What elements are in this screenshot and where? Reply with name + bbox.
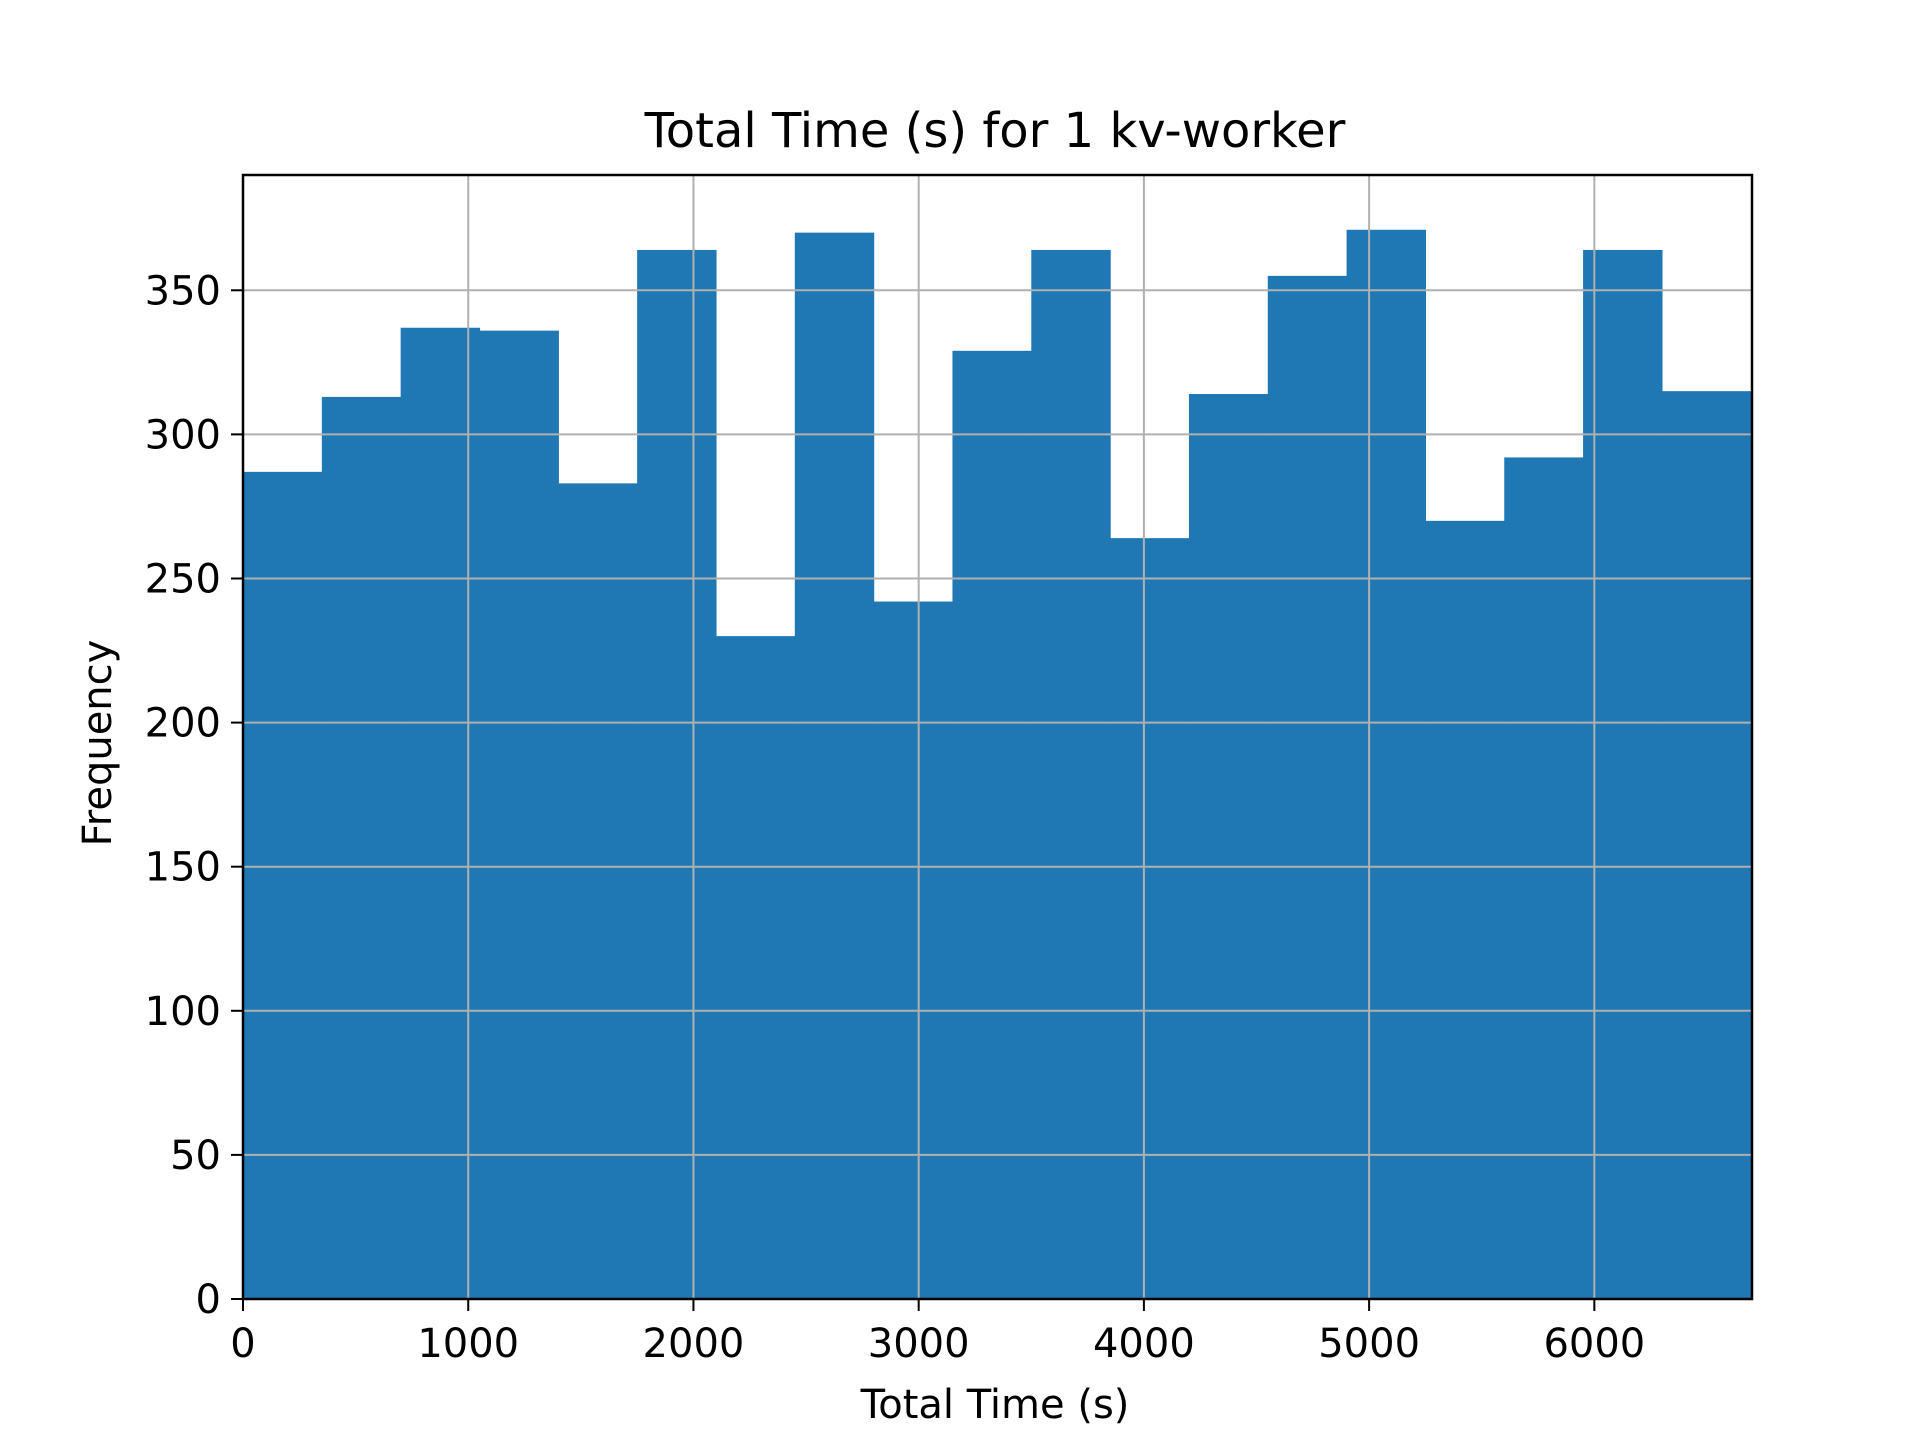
y-tick-label-0: 0	[196, 1277, 221, 1323]
y-axis-label: Frequency	[75, 640, 121, 847]
histogram-bar-6	[715, 636, 796, 1299]
ticks-layer: 0 1000 2000 3000 4000 5000 6000 0 50 100 150 200 250…	[145, 268, 1646, 1367]
histogram-bar-11	[1110, 538, 1190, 1299]
histogram-bar-10	[1031, 249, 1111, 1299]
y-tick-label-1: 50	[170, 1133, 221, 1179]
x-tick-label-0: 0	[230, 1321, 255, 1367]
histogram-bar-1	[321, 396, 402, 1299]
x-tick-label-5: 5000	[1318, 1321, 1420, 1367]
x-tick-label-4: 4000	[1093, 1321, 1195, 1367]
y-tick-label-5: 250	[145, 556, 221, 602]
histogram-bar-0	[243, 471, 323, 1299]
y-tick-label-7: 350	[145, 268, 221, 314]
histogram-bar-13	[1267, 275, 1348, 1299]
x-tick-label-6: 6000	[1543, 1321, 1645, 1367]
histogram-bar-17	[1583, 249, 1663, 1299]
y-tick-label-2: 100	[145, 989, 221, 1035]
histogram-bar-7	[794, 232, 875, 1300]
histogram-bar-14	[1346, 229, 1427, 1299]
histogram-bar-9	[952, 350, 1032, 1299]
x-axis-label: Total Time (s)	[860, 1382, 1130, 1428]
y-tick-label-4: 200	[145, 701, 221, 747]
bars-layer	[243, 229, 1753, 1300]
plot-frame	[241, 173, 1754, 1301]
histogram-bar-3	[479, 330, 559, 1300]
x-tick-label-1: 1000	[417, 1321, 519, 1367]
histogram-bar-16	[1504, 457, 1584, 1299]
x-tick-label-2: 2000	[643, 1321, 745, 1367]
chart-title: Total Time (s) for 1 kv-worker	[644, 103, 1346, 159]
histogram-bar-4	[558, 483, 638, 1299]
histogram-bar-2	[400, 327, 481, 1299]
y-tick-label-3: 150	[145, 845, 221, 891]
x-tick-label-3: 3000	[868, 1321, 970, 1367]
histogram-bar-12	[1188, 394, 1269, 1299]
histogram-bar-18	[1661, 391, 1753, 1300]
histogram-bar-15	[1425, 520, 1505, 1299]
y-tick-label-6: 300	[145, 412, 221, 458]
histogram-bar-5	[637, 249, 717, 1299]
histogram-bar-8	[873, 601, 954, 1299]
